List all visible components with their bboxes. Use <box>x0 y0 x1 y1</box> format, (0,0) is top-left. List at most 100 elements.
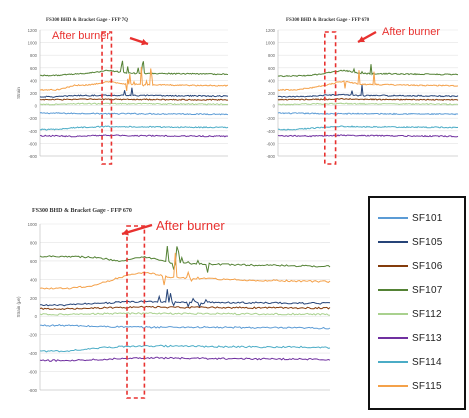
series-line-sf105 <box>39 87 228 98</box>
y-tick-label: 400 <box>268 78 276 83</box>
legend-list: SF101 SF105 SF106 SF107 SF112 SF113 SF114 SF115 <box>370 198 464 398</box>
y-tick-label: -600 <box>267 141 276 146</box>
series-line-sf106 <box>39 305 331 311</box>
y-tick-label: 800 <box>268 53 276 58</box>
y-tick-label: 0 <box>35 314 38 319</box>
series-line-sf114 <box>277 125 459 131</box>
y-tick-label: -800 <box>29 388 38 393</box>
legend-item-sf107: SF107 <box>370 278 464 302</box>
series-line-sf106 <box>277 97 459 102</box>
legend-label: SF107 <box>412 284 443 296</box>
y-tick-label: -600 <box>29 141 38 146</box>
legend-item-sf106: SF106 <box>370 254 464 278</box>
chart-top-left: 1200 1000 800 600 400 200 0 -200 -400 -600 -800 Str… <box>6 4 240 176</box>
legend-label: SF105 <box>412 236 443 248</box>
burner-highlight-box <box>324 31 337 165</box>
y-tick-label: -200 <box>29 333 38 338</box>
y-tick-label: 1000 <box>266 41 276 46</box>
legend-item-sf105: SF105 <box>370 230 464 254</box>
burner-highlight-box <box>101 31 113 165</box>
burner-highlight-box <box>126 225 146 399</box>
y-tick-label: -800 <box>267 154 276 159</box>
chart-top-right: 1200 1000 800 600 400 200 0 -200 -400 -600 -800 FS3… <box>248 4 466 176</box>
y-tick-label: 1200 <box>28 28 38 33</box>
series-line-sf113 <box>39 134 228 138</box>
y-axis-label: Strain <box>16 87 21 99</box>
legend-label: SF106 <box>412 260 443 272</box>
legend-item-sf113: SF113 <box>370 326 464 350</box>
annotation-arrow-head <box>358 36 365 42</box>
series-line-sf101 <box>39 324 331 330</box>
after-burner-annotation: After burner <box>156 218 225 233</box>
series-line-sf101 <box>277 112 459 116</box>
chart-legend: SF101 SF105 SF106 SF107 SF112 SF113 SF114 SF115 <box>368 196 466 410</box>
series-line-sf115 <box>39 252 331 290</box>
y-tick-label: -400 <box>29 129 38 134</box>
series-line-sf107 <box>39 60 229 77</box>
y-tick-label: 600 <box>30 66 38 71</box>
chart-title: FS300 BHD & Bracket Gage - FFP 7Q <box>46 18 128 23</box>
chart-svg-2: 1000 800 600 400 200 0 -200 -400 -600 -800 Strain … <box>16 208 331 399</box>
legend-item-sf101: SF101 <box>370 206 464 230</box>
y-tick-label: -400 <box>29 351 38 356</box>
legend-swatch <box>378 241 408 243</box>
after-burner-annotation: After burner <box>382 26 440 38</box>
legend-swatch <box>378 337 408 339</box>
series-line-sf106 <box>39 98 229 101</box>
legend-label: SF115 <box>412 380 442 392</box>
series-line-sf115 <box>277 70 458 92</box>
legend-swatch <box>378 385 408 387</box>
y-tick-label: 200 <box>268 91 276 96</box>
legend-swatch <box>378 313 408 315</box>
series-line-sf112 <box>277 102 459 106</box>
chart-svg-1: 1200 1000 800 600 400 200 0 -200 -400 -600 -800 FS3… <box>266 18 459 165</box>
legend-label: SF101 <box>412 212 443 224</box>
y-tick-label: 0 <box>273 104 276 109</box>
series-line-sf105 <box>39 289 331 309</box>
after-burner-annotation: After burner <box>52 30 110 42</box>
y-tick-label: -800 <box>29 154 38 159</box>
y-tick-label: 1000 <box>28 222 38 227</box>
series-line-sf113 <box>278 134 459 138</box>
chart-title: FS300 BHD & Bracket Gage - FFP 670 <box>32 208 132 214</box>
series-line-sf105 <box>277 84 459 98</box>
y-tick-label: 800 <box>30 240 38 245</box>
y-tick-label: -200 <box>29 116 38 121</box>
chart-bottom: 1000 800 600 400 200 0 -200 -400 -600 -800 Strain … <box>4 196 340 414</box>
y-tick-label: 400 <box>30 78 38 83</box>
legend-label: SF112 <box>412 308 442 320</box>
y-tick-label: 800 <box>30 53 38 58</box>
series-line-sf115 <box>39 66 229 91</box>
legend-item-sf112: SF112 <box>370 302 464 326</box>
legend-item-sf114: SF114 <box>370 350 464 374</box>
y-tick-label: 600 <box>30 259 38 264</box>
y-tick-label: -200 <box>267 116 276 121</box>
y-tick-label: 600 <box>268 66 276 71</box>
y-tick-label: 1200 <box>266 28 276 33</box>
y-tick-label: 0 <box>35 104 38 109</box>
series-line-sf114 <box>39 125 229 131</box>
y-tick-label: 400 <box>30 277 38 282</box>
series-line-sf112 <box>39 102 229 106</box>
legend-swatch <box>378 289 408 291</box>
y-tick-label: -400 <box>267 129 276 134</box>
legend-swatch <box>378 361 408 363</box>
chart-title: FS300 BHD & Bracket Gage - FFP 670 <box>286 18 370 23</box>
annotation-arrow-head <box>122 229 129 236</box>
series-line-sf113 <box>39 356 331 362</box>
legend-item-sf115: SF115 <box>370 374 464 398</box>
legend-swatch <box>378 265 408 267</box>
chart-svg-0: 1200 1000 800 600 400 200 0 -200 -400 -600 -800 Str… <box>16 18 229 165</box>
y-tick-label: 1000 <box>28 41 38 46</box>
legend-label: SF114 <box>412 356 442 368</box>
series-line-sf107 <box>39 245 331 273</box>
y-tick-label: 200 <box>30 91 38 96</box>
annotation-arrow-head <box>141 38 148 46</box>
series-line-sf112 <box>39 312 331 316</box>
series-line-sf101 <box>39 112 229 116</box>
series-line-sf107 <box>277 64 458 78</box>
y-axis-label: Strain (μe) <box>16 296 21 318</box>
y-tick-label: 200 <box>30 296 38 301</box>
series-line-sf114 <box>39 344 331 353</box>
legend-swatch <box>378 217 408 219</box>
